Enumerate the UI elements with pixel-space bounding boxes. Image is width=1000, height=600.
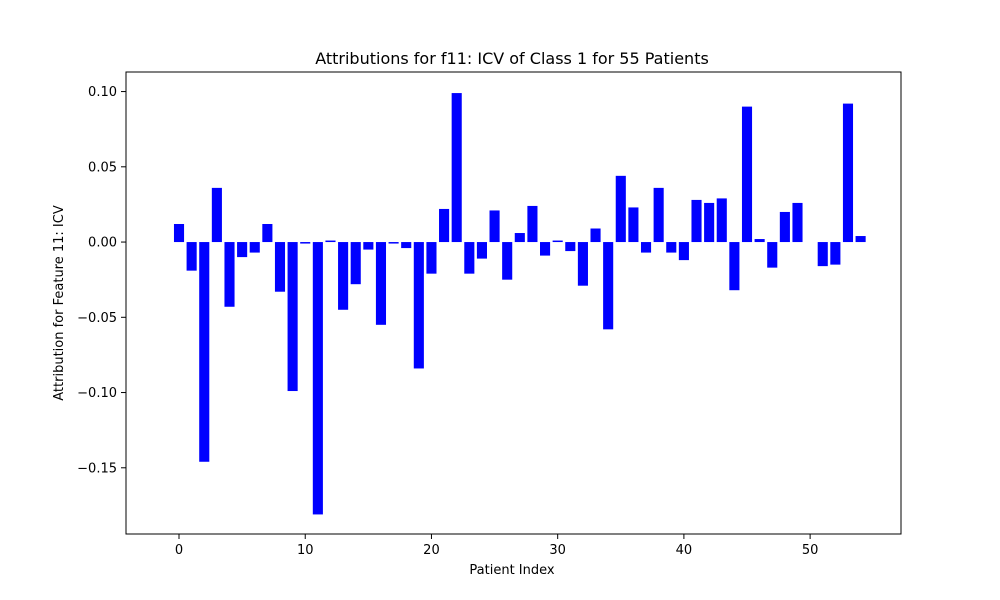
bar-16 — [375, 242, 387, 325]
bar-42 — [704, 202, 715, 243]
bar-7 — [262, 223, 273, 243]
bar-3 — [211, 187, 222, 243]
bar-45 — [741, 106, 753, 243]
bar-48 — [779, 211, 790, 243]
bar-34 — [603, 242, 614, 330]
bar-26 — [502, 242, 513, 280]
x-axis-label: Patient Index — [469, 563, 554, 578]
bar-25 — [489, 210, 500, 243]
y-axis: −0.15 −0.10 −0.05 0.00 0.05 0.10 — [77, 85, 126, 476]
bar-10 — [300, 242, 311, 244]
bar-53 — [842, 103, 854, 243]
chart-title: Attributions for f11: ICV of Class 1 for… — [315, 49, 709, 68]
bar-9 — [287, 242, 298, 392]
y-axis-label: Attribution for Feature 11: ICV — [52, 205, 67, 401]
bar-27 — [514, 233, 525, 243]
bar-40 — [678, 242, 689, 261]
bar-35 — [615, 175, 626, 243]
bar-30 — [552, 240, 563, 243]
bar-1 — [186, 242, 197, 271]
bar-36 — [628, 207, 639, 243]
bar-39 — [666, 242, 677, 253]
x-tick-label: 10 — [297, 543, 314, 558]
bar-0 — [173, 223, 185, 243]
bar-13 — [338, 242, 349, 310]
bar-32 — [577, 242, 588, 286]
x-tick-label: 20 — [423, 543, 440, 558]
bar-14 — [350, 242, 361, 285]
bar-52 — [830, 242, 841, 265]
bar-54 — [855, 236, 866, 243]
bar-46 — [754, 239, 765, 243]
bar-6 — [249, 242, 260, 253]
bar-8 — [274, 242, 286, 292]
bar-23 — [464, 242, 475, 274]
bar-21 — [439, 208, 450, 243]
y-tick-label: −0.05 — [77, 311, 117, 326]
bar-49 — [792, 202, 803, 243]
plot-frame — [125, 71, 902, 535]
y-tick-label: 0.10 — [88, 85, 117, 100]
bar-5 — [237, 242, 248, 258]
bar-12 — [325, 240, 336, 243]
bar-51 — [817, 242, 828, 267]
bar-28 — [527, 205, 538, 243]
y-tick-label: 0.00 — [88, 236, 117, 251]
x-tick-label: 0 — [175, 543, 183, 558]
bar-20 — [426, 242, 437, 274]
bar-43 — [716, 198, 727, 243]
x-axis: 0 10 20 30 40 50 — [175, 534, 819, 558]
bar-2 — [199, 242, 210, 462]
bar-41 — [691, 199, 702, 243]
y-tick-label: 0.05 — [88, 160, 117, 175]
y-tick-label: −0.10 — [77, 386, 117, 401]
bar-47 — [767, 242, 778, 268]
x-tick-label: 30 — [549, 543, 566, 558]
bar-24 — [476, 242, 487, 259]
bar-15 — [363, 242, 374, 250]
bars-group — [173, 93, 866, 515]
bar-17 — [388, 242, 399, 244]
bar-19 — [413, 242, 424, 369]
y-tick-label: −0.15 — [77, 461, 117, 476]
bar-33 — [590, 228, 601, 243]
bar-44 — [729, 242, 740, 291]
bar-29 — [540, 242, 551, 256]
bar-18 — [401, 242, 412, 249]
bar-11 — [312, 242, 323, 515]
x-tick-label: 40 — [676, 543, 693, 558]
bar-31 — [565, 242, 576, 252]
bar-22 — [451, 93, 462, 243]
x-tick-label: 50 — [802, 543, 819, 558]
bar-38 — [653, 187, 664, 243]
bar-4 — [224, 242, 235, 307]
bar-37 — [640, 242, 652, 253]
